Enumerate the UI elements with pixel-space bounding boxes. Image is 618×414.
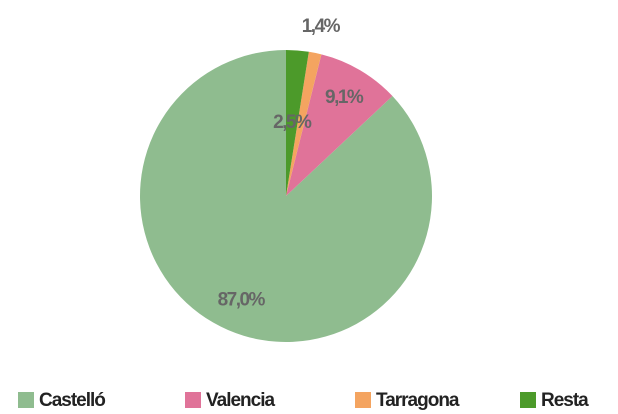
legend-label: Tarragona (376, 390, 460, 411)
legend-swatch (520, 392, 536, 408)
data-label: 87,0% (218, 290, 266, 311)
legend-swatch (355, 392, 371, 408)
data-label: 9,1% (325, 87, 364, 108)
pie-slice (286, 54, 393, 197)
data-label: 1,4% (302, 16, 341, 37)
data-label: 2,5% (273, 112, 312, 133)
pie-slice (286, 50, 309, 196)
legend-label: Resta (541, 390, 589, 411)
legend-swatch (18, 392, 34, 408)
legend-label: Castelló (39, 390, 105, 411)
pie-slice (286, 51, 322, 196)
legend-swatch (185, 392, 201, 408)
legend-label: Valencia (206, 390, 275, 411)
